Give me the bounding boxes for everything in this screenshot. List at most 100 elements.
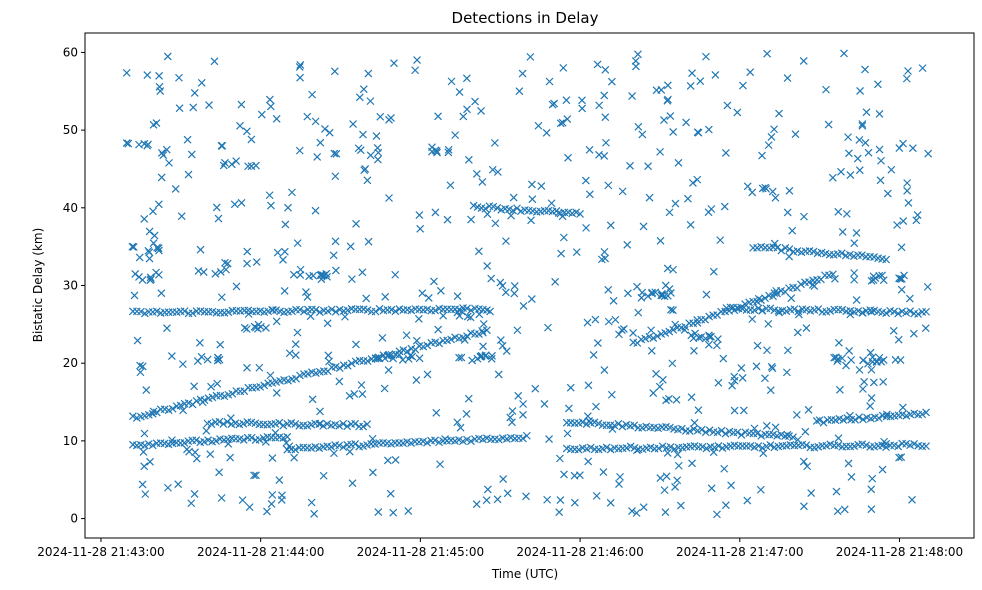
noise-point <box>501 237 510 246</box>
x-axis-label: Time (UTC) <box>491 567 558 581</box>
noise-point <box>348 479 357 488</box>
noise-point <box>866 348 875 357</box>
noise-point <box>149 207 157 216</box>
track-point <box>283 432 292 441</box>
cluster-point <box>128 242 137 251</box>
track-point <box>697 425 706 434</box>
noise-point <box>472 170 481 178</box>
noise-point <box>502 347 511 356</box>
noise-point <box>908 495 916 504</box>
track-point <box>666 443 675 451</box>
noise-point <box>572 248 581 257</box>
noise-point <box>416 224 425 233</box>
noise-point <box>528 195 537 204</box>
y-tick-label: 60 <box>63 45 78 59</box>
noise-point <box>243 247 252 256</box>
noise-point <box>236 121 244 130</box>
noise-point <box>604 285 613 294</box>
noise-point <box>280 247 289 256</box>
noise-point <box>626 161 634 170</box>
track-point <box>513 204 521 213</box>
noise-point <box>534 121 543 130</box>
noise-point <box>507 211 515 220</box>
noise-point <box>686 220 695 229</box>
cluster-point <box>707 332 715 341</box>
noise-point <box>861 138 870 147</box>
cluster-point <box>473 354 482 363</box>
track-point <box>275 418 284 427</box>
noise-point <box>510 289 519 298</box>
cluster-point <box>838 354 847 363</box>
noise-point <box>376 112 385 121</box>
noise-point <box>639 222 648 231</box>
noise-point <box>355 93 364 102</box>
track-point <box>331 307 340 316</box>
cluster-point <box>785 186 794 195</box>
noise-point <box>308 395 317 404</box>
cluster-point <box>687 331 696 340</box>
noise-point <box>479 320 488 328</box>
noise-point <box>912 216 921 225</box>
track-point <box>435 339 444 348</box>
cluster-point <box>761 183 770 192</box>
noise-point <box>861 65 869 74</box>
x-tick-label: 2024-11-28 21:48:00 <box>836 545 963 559</box>
noise-point <box>680 326 689 334</box>
noise-point <box>194 267 203 275</box>
noise-point <box>711 71 720 79</box>
track-point <box>518 434 527 443</box>
track-point <box>754 304 763 313</box>
noise-point <box>850 269 859 277</box>
track-point <box>375 304 384 313</box>
noise-point <box>411 66 420 75</box>
noise-point <box>281 220 290 229</box>
noise-point <box>175 104 184 113</box>
track-point <box>493 203 502 212</box>
noise-point <box>875 145 884 154</box>
noise-point <box>560 470 568 479</box>
track-point <box>630 421 639 430</box>
noise-point <box>634 122 643 131</box>
noise-point <box>331 237 340 246</box>
track-point <box>343 422 352 431</box>
noise-point <box>665 208 674 217</box>
noise-point <box>657 85 666 94</box>
track-point <box>882 255 891 264</box>
track-point <box>260 381 269 390</box>
noise-point <box>768 364 777 373</box>
noise-point <box>601 65 610 74</box>
noise-point <box>316 138 325 147</box>
noise-point <box>157 289 166 298</box>
noise-point <box>783 346 792 355</box>
noise-point <box>756 485 765 494</box>
noise-point <box>404 507 413 515</box>
track-point <box>618 422 627 431</box>
noise-point <box>280 287 289 295</box>
noise-point <box>858 121 867 130</box>
track-point <box>200 396 209 405</box>
cluster-point <box>768 187 777 196</box>
noise-point <box>662 472 671 481</box>
noise-point <box>187 499 196 508</box>
noise-point <box>676 501 685 510</box>
noise-point <box>167 352 176 360</box>
noise-point <box>498 341 507 350</box>
noise-point <box>191 448 200 457</box>
noise-point <box>601 113 610 122</box>
noise-point <box>738 374 747 382</box>
noise-point <box>216 267 225 276</box>
track-point <box>854 307 863 315</box>
noise-point <box>175 73 183 82</box>
noise-point <box>527 295 536 303</box>
noise-point <box>766 386 775 395</box>
noise-point <box>834 434 843 443</box>
noise-point <box>606 221 615 230</box>
noise-point <box>763 346 771 355</box>
noise-point <box>607 390 616 399</box>
cluster-point <box>758 184 767 193</box>
noise-point <box>319 471 328 480</box>
y-axis-label: Bistatic Delay (km) <box>31 228 45 343</box>
noise-point <box>335 377 344 386</box>
noise-point <box>155 82 164 91</box>
noise-point <box>897 243 906 252</box>
